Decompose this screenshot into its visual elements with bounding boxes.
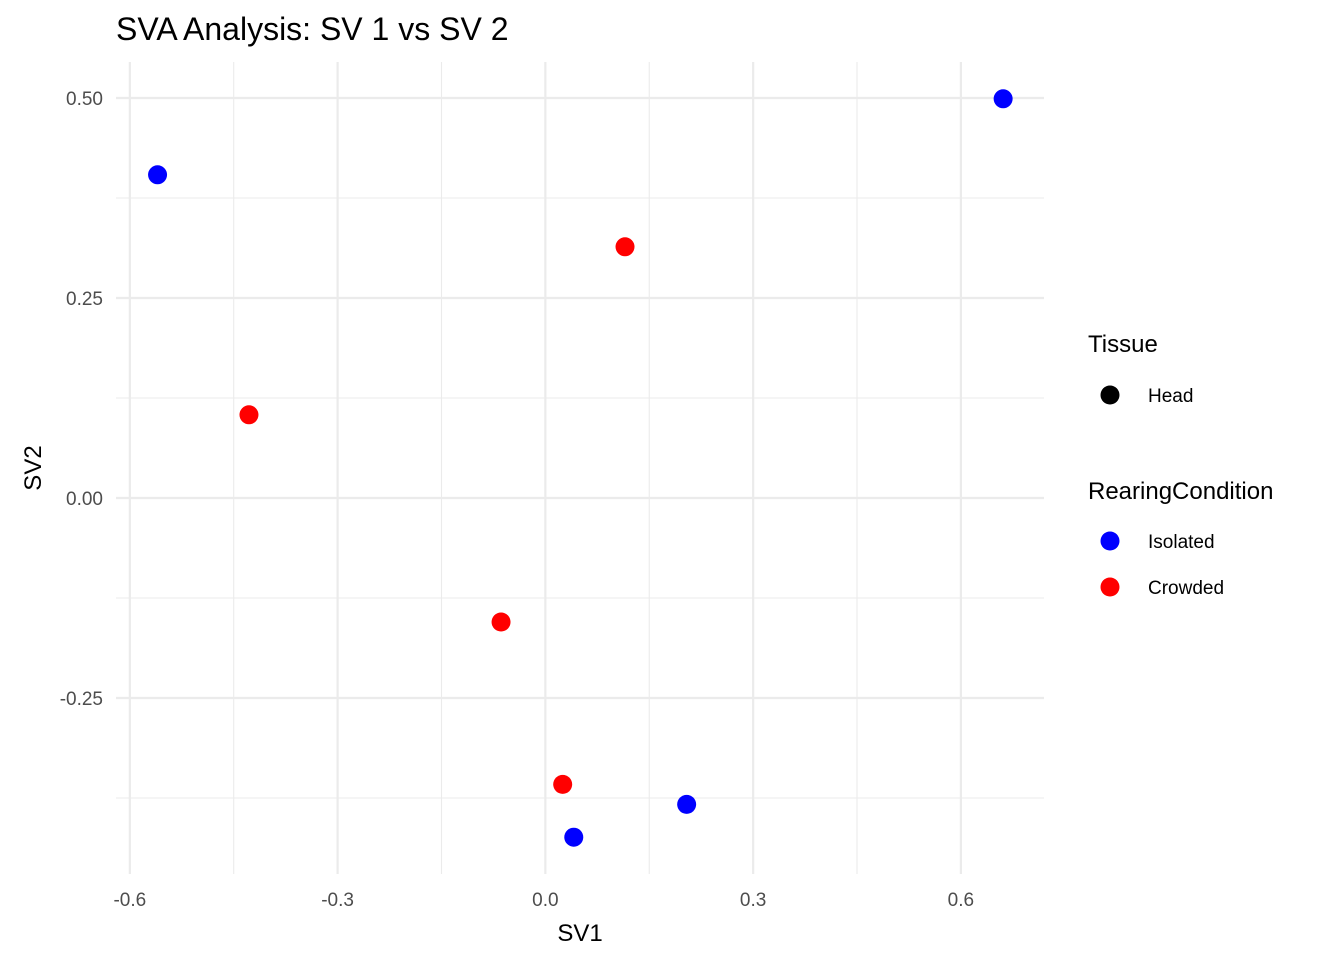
x-tick-label: 0.6 [948,890,974,911]
x-tick-label: 0.3 [740,890,766,911]
legend-label: Head [1148,386,1193,407]
data-point-crowded [239,405,259,425]
data-points [148,89,1013,847]
y-axis-title: SV2 [20,445,47,490]
y-tick-label: 0.50 [66,89,103,110]
legend-title: Tissue [1088,331,1158,358]
x-axis-title: SV1 [557,920,602,947]
legend-label: Crowded [1148,578,1224,599]
data-point-isolated [564,827,584,847]
data-point-crowded [615,237,635,257]
legend-key [1100,385,1120,405]
data-point-isolated [677,794,697,814]
x-tick-label: 0.0 [532,890,558,911]
chart-title: SVA Analysis: SV 1 vs SV 2 [116,11,508,47]
legend-title: RearingCondition [1088,478,1273,505]
y-tick-label: 0.00 [66,489,103,510]
data-point-crowded [491,612,511,632]
x-tick-label: -0.3 [321,890,354,911]
data-point-crowded [553,774,573,794]
legend: Tissue Head RearingCondition Isolated Crowde… [1088,331,1273,599]
legend-key [1100,577,1120,597]
legend-key [1100,531,1120,551]
data-point-isolated [993,89,1013,109]
y-tick-label: -0.25 [60,689,103,710]
y-tick-label: 0.25 [66,289,103,310]
axes: SVA Analysis: SV 1 vs SV 2 SV1 SV2 -0.6 -… [20,11,974,947]
x-tick-label: -0.6 [113,890,146,911]
data-point-isolated [148,165,168,185]
legend-label: Isolated [1148,532,1215,553]
grid [116,62,1044,874]
